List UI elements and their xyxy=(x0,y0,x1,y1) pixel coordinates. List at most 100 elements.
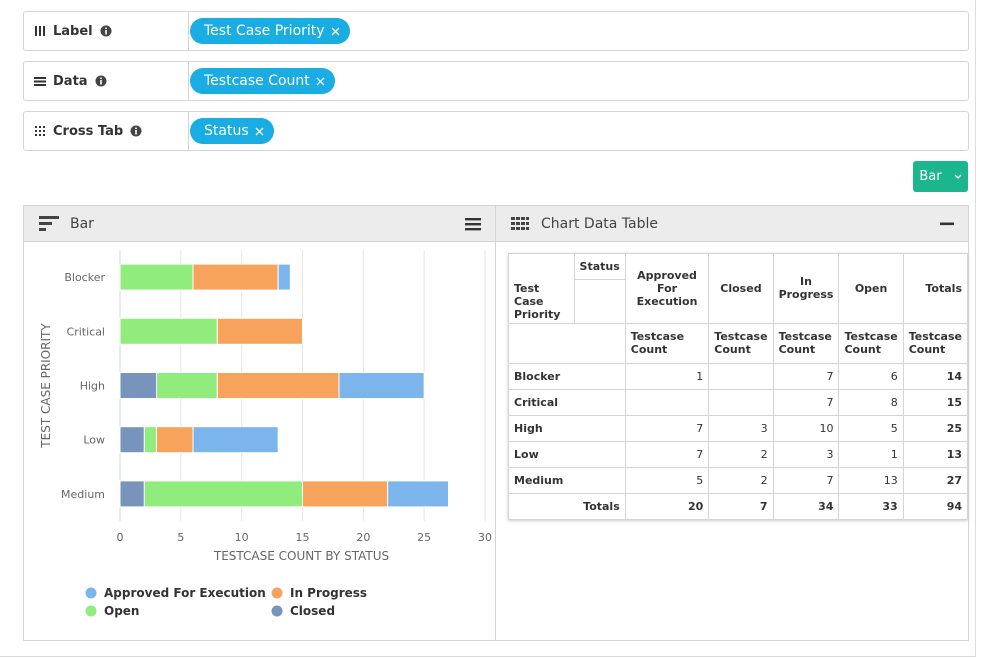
table-cell: Totals xyxy=(902,253,969,324)
chip-text: Status xyxy=(204,123,249,139)
field-label: Data xyxy=(24,62,189,100)
table-cell: 5 xyxy=(838,414,904,442)
legend-marker xyxy=(271,587,283,599)
chip[interactable]: Testcase Count xyxy=(190,68,335,94)
table-cell xyxy=(508,322,626,364)
chip-remove[interactable] xyxy=(316,77,325,86)
bar-segment xyxy=(119,426,145,454)
panel-header: Bar xyxy=(24,206,495,242)
x-tick-label: 10 xyxy=(235,531,249,544)
table-row: High 7 3 10 5 25 xyxy=(508,414,969,442)
info-icon[interactable] xyxy=(130,125,142,137)
bar-segment xyxy=(156,426,194,454)
table-cell: 34 xyxy=(772,492,840,520)
table-row: Low 7 2 3 1 13 xyxy=(508,440,969,468)
bar-segment xyxy=(387,480,449,508)
table-cell xyxy=(508,253,575,280)
x-axis-title: TESTCASE COUNT BY STATUS xyxy=(213,549,389,563)
table-cell: 5 xyxy=(624,466,710,494)
collapse-icon[interactable] xyxy=(940,222,954,226)
chart: 0 5 10 15 20 25 30 TESTCASE COUNT BY STATUS TEST… xyxy=(39,250,492,618)
legend-marker xyxy=(85,605,97,617)
table-panel: Chart Data Table Status Approved For Exec… xyxy=(495,205,969,641)
table-cell xyxy=(573,279,626,324)
table-cell: Critical xyxy=(508,388,626,416)
chip-text: Test Case Priority xyxy=(204,23,325,39)
field-label: Cross Tab xyxy=(24,112,189,150)
chip-text: Testcase Count xyxy=(204,73,310,89)
info-icon[interactable] xyxy=(100,25,112,37)
y-axis-title: TEST CASE PRIORITY xyxy=(39,323,53,449)
info-icon[interactable] xyxy=(95,75,107,87)
x-tick-label: 25 xyxy=(417,531,431,544)
bar-segment xyxy=(192,263,279,291)
cross-tab-field[interactable]: Cross Tab Status xyxy=(23,111,969,151)
menu-icon[interactable] xyxy=(465,217,481,231)
table-cell xyxy=(708,388,774,416)
table-cell: Testcase Count xyxy=(902,322,969,364)
table-cell: 7 xyxy=(624,440,710,468)
chart-type-button[interactable]: Bar xyxy=(913,161,968,192)
y-tick-label: High xyxy=(80,380,105,393)
bar-segment xyxy=(216,317,303,345)
chart-panel: Bar 0 5 10 15 20 25 30 TESTCASE COUNT BY STATUS… xyxy=(23,205,496,641)
table-cell: 1 xyxy=(838,440,904,468)
table-cell: 7 xyxy=(772,362,840,390)
table-cell: 7 xyxy=(708,492,774,520)
table-icon xyxy=(511,216,529,230)
table-cell: 8 xyxy=(838,388,904,416)
chip[interactable]: Status xyxy=(190,118,274,144)
table-cell: 2 xyxy=(708,440,774,468)
legend-label: Open xyxy=(104,604,139,618)
table-cell: Testcase Count xyxy=(838,322,904,364)
legend-marker xyxy=(271,605,283,617)
table-row: Test Case Priority xyxy=(508,279,968,324)
bar-segment xyxy=(302,480,389,508)
y-tick-label: Critical xyxy=(67,325,105,338)
table-cell: 14 xyxy=(902,362,969,390)
table-cell: 94 xyxy=(902,492,969,520)
table-row: Testcase Count Testcase Count Testcase Cou… xyxy=(508,322,969,364)
table-row: Critical 7 8 15 xyxy=(508,388,969,416)
field-label-text: Data xyxy=(53,73,88,89)
table-cell: Testcase Count xyxy=(624,322,710,364)
table-cell: 3 xyxy=(708,414,774,442)
bar-segment xyxy=(143,480,303,508)
table-row: Status Approved For Execution Closed In Pro… xyxy=(508,253,969,324)
bar-segment xyxy=(119,372,157,399)
table-row: Totals 20 7 34 33 94 xyxy=(508,492,969,520)
chip-remove[interactable] xyxy=(255,127,264,136)
table-row: Medium 5 2 7 13 27 xyxy=(508,466,969,494)
table-cell: 10 xyxy=(772,414,840,442)
table-cell: 3 xyxy=(772,440,840,468)
chip-remove[interactable] xyxy=(331,27,340,36)
bar-segment xyxy=(119,263,194,291)
cross-tab-icon xyxy=(35,126,45,136)
table-cell: Testcase Count xyxy=(772,322,840,364)
table-cell: In Progress xyxy=(772,253,840,324)
table-cell: 15 xyxy=(902,388,969,416)
table-cell: Blocker xyxy=(508,362,626,390)
table-cell: High xyxy=(508,414,626,442)
panel-title: Chart Data Table xyxy=(541,215,659,232)
table-cell: Open xyxy=(838,253,904,324)
bar-segment xyxy=(338,372,425,399)
chip[interactable]: Test Case Priority xyxy=(190,18,350,44)
data-field[interactable]: Data Testcase Count xyxy=(23,61,969,101)
x-tick-label: 20 xyxy=(356,531,370,544)
table-row: Blocker 1 7 6 14 xyxy=(508,362,969,390)
table-cell: Medium xyxy=(508,466,626,494)
y-tick-label: Blocker xyxy=(64,271,105,284)
table-cell: 20 xyxy=(624,492,710,520)
x-tick-label: 5 xyxy=(177,531,184,544)
label-field[interactable]: Label Test Case Priority xyxy=(23,11,969,51)
bar-icon xyxy=(39,215,59,231)
button-text: Bar xyxy=(919,169,942,184)
table-cell: 7 xyxy=(624,414,710,442)
panel-header: Chart Data Table xyxy=(496,206,968,242)
table-cell: 27 xyxy=(902,466,969,494)
table-cell: 6 xyxy=(838,362,904,390)
bar-segment xyxy=(216,372,340,399)
